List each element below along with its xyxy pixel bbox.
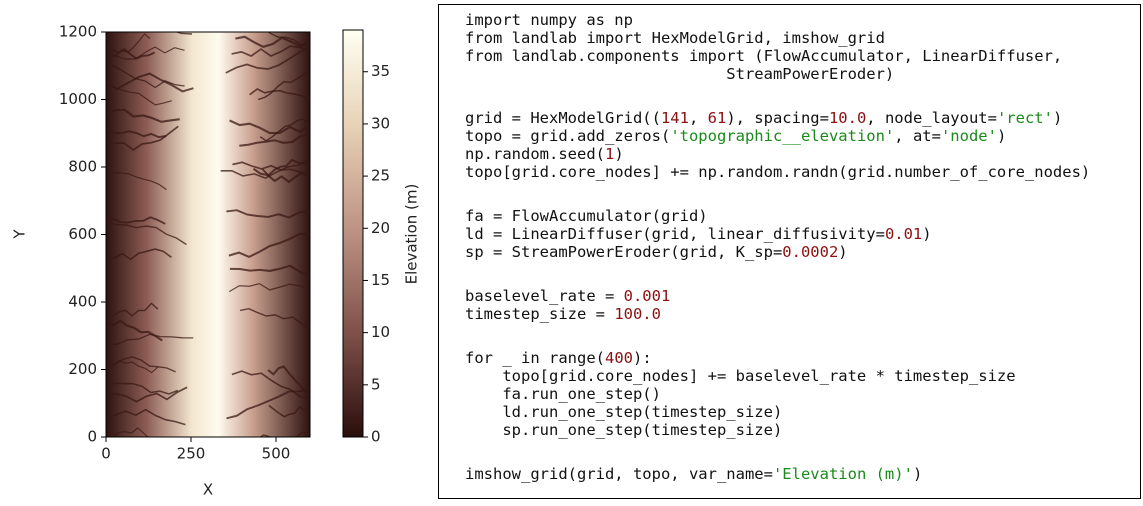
y-tick-label: 1200 (59, 23, 97, 41)
code-line: ld.run_one_step(timestep_size) (465, 403, 783, 421)
channel (106, 248, 172, 261)
code-line: ld = LinearDiffuser(grid, linear_diffusi… (465, 225, 932, 243)
y-label: Y (11, 229, 29, 240)
channel (267, 365, 310, 397)
channel (229, 119, 310, 135)
channel (106, 333, 194, 346)
code-line: imshow_grid(grid, topo, var_name='Elevat… (465, 465, 923, 483)
channel (225, 46, 310, 74)
colorbar-tick-label: 25 (371, 167, 390, 185)
channel (249, 88, 310, 100)
channel (220, 157, 310, 179)
channel (259, 431, 310, 437)
colorbar (342, 29, 364, 438)
channel (229, 264, 310, 278)
channel (239, 307, 310, 330)
y-tick-label: 1000 (59, 90, 97, 108)
channel (268, 404, 310, 418)
code-line: np.random.seed(1) (465, 145, 624, 163)
code-line: fa.run_one_step() (465, 385, 661, 403)
channel (106, 216, 166, 225)
x-label: X (203, 481, 213, 499)
colorbar-tick-label: 5 (371, 375, 381, 393)
channels (106, 32, 310, 437)
y-tick-label: 800 (68, 158, 97, 176)
colorbar-tick-label: 15 (371, 271, 390, 289)
x-tick-label: 0 (101, 445, 111, 463)
channel (106, 359, 159, 374)
code-line: timestep_size = 100.0 (465, 305, 661, 323)
y-tick-label: 600 (68, 225, 97, 243)
channel (106, 427, 149, 437)
channel (106, 220, 187, 246)
colorbar-label: Elevation (m) (403, 184, 421, 285)
code-line: import numpy as np (465, 11, 633, 29)
colorbar-tick-label: 35 (371, 62, 390, 80)
channel (231, 370, 310, 401)
code-line: baselevel_rate = 0.001 (465, 287, 671, 305)
elevation-map (106, 32, 310, 437)
colorbar-tick-label: 20 (371, 219, 390, 237)
channel (106, 380, 179, 395)
x-tick-label: 500 (262, 445, 291, 463)
code-line: sp.run_one_step(timestep_size) (465, 421, 783, 439)
channel (106, 319, 163, 342)
y-tick-label: 200 (68, 360, 97, 378)
x-tick-label: 250 (177, 445, 206, 463)
channel (232, 161, 310, 180)
channel (235, 35, 310, 48)
channel (267, 32, 310, 46)
channel (252, 167, 310, 184)
code-line: fa = FlowAccumulator(grid) (465, 207, 708, 225)
code-line: topo[grid.core_nodes] += baselevel_rate … (465, 367, 1016, 385)
channel (106, 46, 185, 60)
code-line: for _ in range(400): (465, 349, 652, 367)
channel (106, 61, 185, 89)
code-line: sp = StreamPowerEroder(grid, K_sp=0.0002… (465, 243, 848, 261)
channel (226, 388, 310, 420)
channel (106, 386, 188, 403)
channel (231, 45, 310, 57)
y-tick-label: 0 (87, 428, 97, 446)
channel (106, 44, 156, 60)
code-line: topo[grid.core_nodes] += np.random.randn… (465, 163, 1091, 181)
channel (106, 302, 159, 317)
channel (228, 282, 310, 293)
channel (258, 68, 310, 101)
code-line: from landlab import HexModelGrid, imshow… (465, 29, 885, 47)
channel (259, 118, 310, 142)
channel (106, 125, 179, 151)
y-tick-label: 400 (68, 293, 97, 311)
channel (106, 108, 180, 123)
channel (106, 72, 194, 93)
code-line: from landlab.components import (FlowAccu… (465, 47, 1063, 65)
colorbar-tick-label: 0 (371, 428, 381, 446)
colorbar-tick-label: 30 (371, 114, 390, 132)
colorbar-tick-label: 10 (371, 323, 390, 341)
channel (106, 126, 167, 139)
channel (226, 209, 310, 219)
code-line: StreamPowerEroder) (465, 65, 895, 83)
channel (106, 172, 167, 191)
channel (228, 232, 310, 259)
code-cell: import numpy as np from landlab import He… (438, 4, 1141, 499)
channel (106, 408, 186, 426)
code-line: topo = grid.add_zeros('topographic__elev… (465, 127, 1007, 145)
code-line: grid = HexModelGrid((141, 61), spacing=1… (465, 109, 1063, 127)
channel (239, 134, 310, 147)
plot: X Y Elevation (m) 0 250 500020040060080010… (11, 23, 421, 499)
